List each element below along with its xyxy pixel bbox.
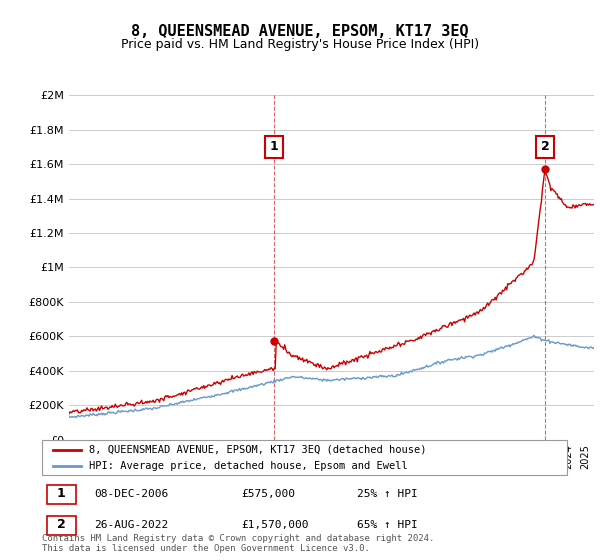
Text: 1: 1	[270, 141, 278, 153]
Text: 08-DEC-2006: 08-DEC-2006	[95, 488, 169, 498]
Text: 1: 1	[57, 487, 66, 500]
Text: Price paid vs. HM Land Registry's House Price Index (HPI): Price paid vs. HM Land Registry's House …	[121, 38, 479, 51]
Text: £575,000: £575,000	[241, 488, 296, 498]
Text: 2: 2	[541, 141, 550, 153]
Text: 65% ↑ HPI: 65% ↑ HPI	[357, 520, 418, 530]
FancyBboxPatch shape	[47, 516, 76, 535]
Text: 8, QUEENSMEAD AVENUE, EPSOM, KT17 3EQ (detached house): 8, QUEENSMEAD AVENUE, EPSOM, KT17 3EQ (d…	[89, 445, 427, 455]
Text: £1,570,000: £1,570,000	[241, 520, 309, 530]
FancyBboxPatch shape	[42, 440, 567, 475]
Text: Contains HM Land Registry data © Crown copyright and database right 2024.
This d: Contains HM Land Registry data © Crown c…	[42, 534, 434, 553]
FancyBboxPatch shape	[47, 485, 76, 503]
Text: 25% ↑ HPI: 25% ↑ HPI	[357, 488, 418, 498]
Text: 8, QUEENSMEAD AVENUE, EPSOM, KT17 3EQ: 8, QUEENSMEAD AVENUE, EPSOM, KT17 3EQ	[131, 24, 469, 39]
Text: HPI: Average price, detached house, Epsom and Ewell: HPI: Average price, detached house, Epso…	[89, 461, 408, 471]
Text: 2: 2	[57, 519, 66, 531]
Text: 26-AUG-2022: 26-AUG-2022	[95, 520, 169, 530]
